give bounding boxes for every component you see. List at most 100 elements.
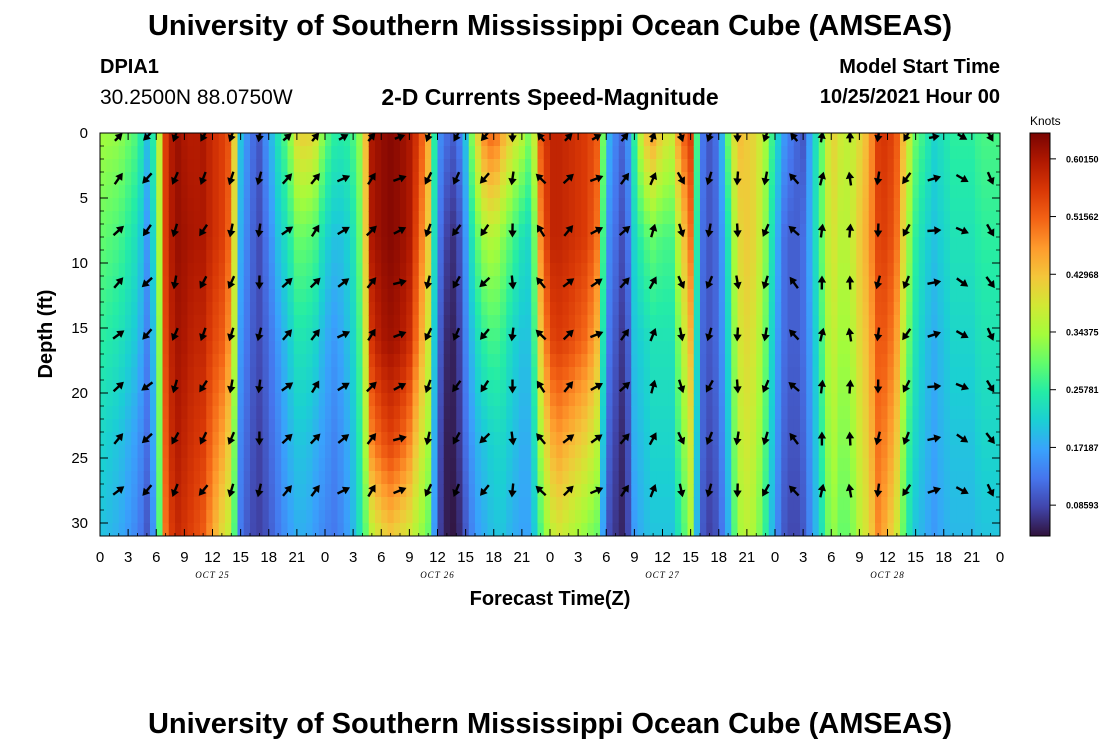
heatmap-cell bbox=[912, 302, 920, 316]
heatmap-cell bbox=[362, 263, 370, 277]
heatmap-cell bbox=[131, 133, 139, 147]
heatmap-cell bbox=[606, 211, 614, 225]
heatmap-cell bbox=[750, 315, 757, 329]
heatmap-cell bbox=[812, 406, 820, 420]
heatmap-cell bbox=[362, 380, 370, 394]
heatmap-cell bbox=[506, 146, 514, 160]
heatmap-cell bbox=[743, 393, 751, 407]
heatmap-cell bbox=[462, 445, 470, 459]
heatmap-cell bbox=[512, 315, 520, 329]
heatmap-cell bbox=[293, 276, 301, 290]
heatmap-cell bbox=[493, 471, 501, 485]
heatmap-cell bbox=[518, 419, 526, 433]
heatmap-cell bbox=[812, 471, 820, 485]
heatmap-cell bbox=[350, 380, 357, 394]
heatmap-cell bbox=[800, 302, 807, 316]
heatmap-cell bbox=[925, 185, 932, 199]
heatmap-cell bbox=[450, 211, 457, 225]
heatmap-cell bbox=[412, 341, 420, 355]
heatmap-cell bbox=[206, 198, 214, 212]
heatmap-cell bbox=[362, 133, 370, 147]
heatmap-cell bbox=[768, 315, 776, 329]
heatmap-cell bbox=[950, 224, 957, 238]
current-vector bbox=[424, 275, 433, 290]
heatmap-cell bbox=[312, 393, 320, 407]
heatmap-cell bbox=[375, 159, 382, 173]
heatmap-cell bbox=[112, 172, 120, 186]
heatmap-cell bbox=[875, 510, 882, 524]
heatmap-cell bbox=[456, 380, 464, 394]
current-vector bbox=[927, 434, 942, 443]
heatmap-cell bbox=[725, 354, 732, 368]
heatmap-cell bbox=[525, 185, 532, 199]
heatmap-cell bbox=[662, 276, 670, 290]
heatmap-cell bbox=[343, 250, 351, 264]
heatmap-cell bbox=[475, 523, 482, 536]
heatmap-cell bbox=[462, 276, 470, 290]
heatmap-cell bbox=[937, 263, 945, 277]
current-vector bbox=[563, 381, 574, 393]
heatmap-cell bbox=[568, 211, 576, 225]
heatmap-cell bbox=[493, 419, 501, 433]
heatmap-cell bbox=[418, 198, 426, 212]
heatmap-cell bbox=[300, 354, 307, 368]
heatmap-cell bbox=[856, 432, 864, 446]
heatmap-cell bbox=[743, 354, 751, 368]
heatmap-cell bbox=[187, 354, 195, 368]
heatmap-cell bbox=[581, 393, 589, 407]
heatmap-cell bbox=[187, 523, 195, 536]
heatmap-cell bbox=[550, 263, 557, 277]
heatmap-cell bbox=[918, 237, 926, 251]
heatmap-cell bbox=[581, 315, 589, 329]
current-vector bbox=[480, 133, 489, 142]
heatmap-cell bbox=[806, 419, 814, 433]
heatmap-cell bbox=[656, 250, 664, 264]
heatmap-cell bbox=[550, 523, 557, 536]
heatmap-cell bbox=[737, 250, 745, 264]
heatmap-cell bbox=[881, 393, 889, 407]
heatmap-cell bbox=[100, 263, 107, 277]
heatmap-cell bbox=[750, 185, 757, 199]
heatmap-cell bbox=[237, 510, 245, 524]
heatmap-cell bbox=[800, 432, 807, 446]
heatmap-cell bbox=[137, 367, 145, 381]
heatmap-cell bbox=[293, 328, 301, 342]
heatmap-cell bbox=[350, 497, 357, 511]
heatmap-cell bbox=[268, 185, 276, 199]
heatmap-cell bbox=[956, 211, 964, 225]
heatmap-cell bbox=[812, 393, 820, 407]
heatmap-cell bbox=[668, 510, 676, 524]
current-vector bbox=[817, 483, 826, 498]
heatmap-cell bbox=[950, 406, 957, 420]
heatmap-cell bbox=[581, 172, 589, 186]
heatmap-cell bbox=[500, 471, 507, 485]
heatmap-cell bbox=[831, 445, 839, 459]
heatmap-cell bbox=[918, 185, 926, 199]
heatmap-cell bbox=[793, 341, 801, 355]
heatmap-cell bbox=[393, 497, 401, 511]
heatmap-cell bbox=[406, 263, 414, 277]
heatmap-cell bbox=[443, 302, 451, 316]
heatmap-cell bbox=[806, 328, 814, 342]
heatmap-cell bbox=[475, 302, 482, 316]
heatmap-cell bbox=[887, 211, 895, 225]
heatmap-cell bbox=[637, 510, 645, 524]
heatmap-cell bbox=[481, 237, 489, 251]
heatmap-cell bbox=[106, 289, 114, 303]
heatmap-cell bbox=[512, 510, 520, 524]
heatmap-cell bbox=[256, 471, 264, 485]
heatmap-cell bbox=[968, 510, 976, 524]
heatmap-cell bbox=[918, 406, 926, 420]
heatmap-cell bbox=[212, 172, 220, 186]
heatmap-cell bbox=[906, 211, 914, 225]
heatmap-cell bbox=[425, 510, 432, 524]
heatmap-cell bbox=[162, 458, 170, 472]
heatmap-cell bbox=[625, 315, 632, 329]
heatmap-cell bbox=[200, 198, 207, 212]
heatmap-cell bbox=[856, 380, 864, 394]
heatmap-cell bbox=[193, 523, 201, 536]
heatmap-cell bbox=[568, 198, 576, 212]
heatmap-cell bbox=[975, 367, 982, 381]
heatmap-cell bbox=[775, 432, 782, 446]
heatmap-cell bbox=[987, 497, 995, 511]
